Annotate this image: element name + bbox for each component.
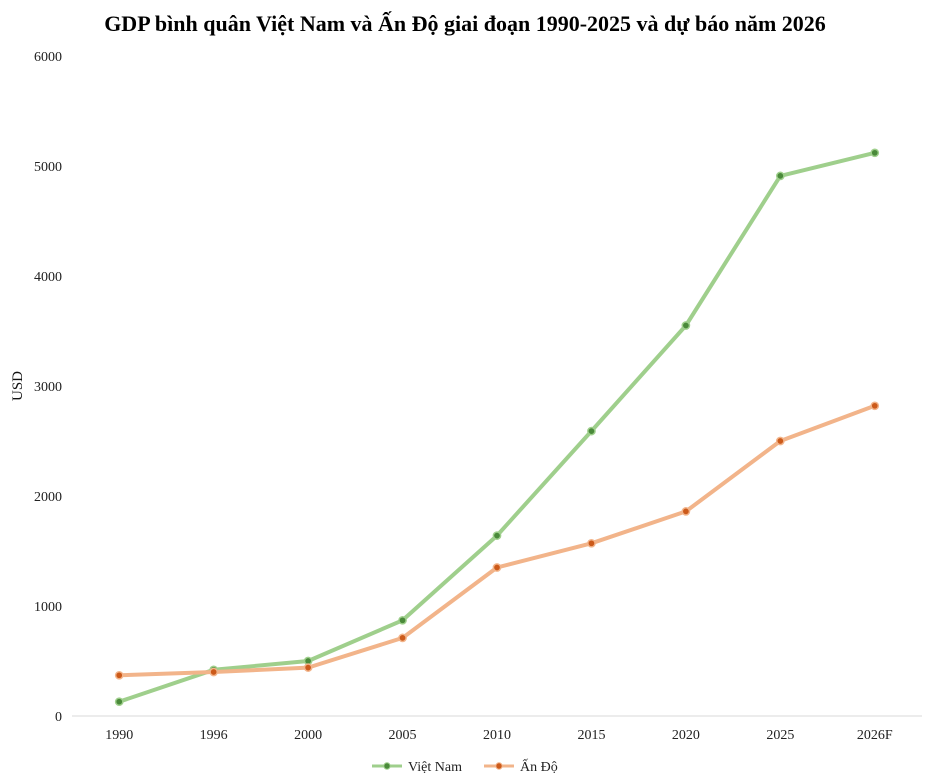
data-point bbox=[492, 531, 502, 540]
data-point bbox=[870, 148, 880, 158]
data-point bbox=[492, 563, 502, 572]
data-point bbox=[681, 321, 691, 330]
y-tick-labels: 0 1000 2000 3000 4000 5000 6000 bbox=[34, 50, 62, 725]
series-line bbox=[117, 150, 877, 704]
data-point bbox=[587, 426, 596, 436]
data-point bbox=[587, 538, 596, 548]
series-line bbox=[117, 403, 877, 678]
chart-title: GDP bình quân Việt Nam và Ấn Độ giai đoạ… bbox=[104, 11, 826, 36]
x-tick-label: 2020 bbox=[672, 728, 700, 743]
legend-label: Việt Nam bbox=[408, 760, 462, 775]
legend-swatch-marker bbox=[495, 762, 503, 770]
legend: Việt Nam Ấn Độ bbox=[372, 758, 558, 775]
data-point bbox=[398, 633, 407, 643]
legend-label: Ấn Độ bbox=[520, 758, 558, 775]
data-point bbox=[209, 667, 219, 677]
x-tick-label: 2026F bbox=[857, 728, 893, 743]
data-point bbox=[775, 171, 785, 181]
y-tick-label: 6000 bbox=[34, 50, 62, 65]
x-tick-label: 2015 bbox=[577, 728, 605, 743]
data-point bbox=[114, 697, 124, 707]
data-point bbox=[681, 507, 691, 516]
data-point bbox=[303, 663, 313, 672]
legend-swatch-marker bbox=[383, 762, 391, 770]
x-tick-label: 1990 bbox=[105, 728, 133, 743]
series-layer bbox=[114, 148, 880, 707]
y-tick-label: 0 bbox=[55, 710, 62, 725]
data-point bbox=[775, 436, 785, 446]
x-tick-label: 2010 bbox=[483, 728, 511, 743]
data-point bbox=[114, 670, 124, 680]
x-tick-label: 1996 bbox=[200, 728, 228, 743]
x-tick-label: 2005 bbox=[389, 728, 417, 743]
x-tick-label: 2025 bbox=[766, 728, 794, 743]
y-tick-label: 2000 bbox=[34, 490, 62, 505]
y-axis-label: USD bbox=[10, 371, 26, 401]
y-tick-label: 3000 bbox=[34, 380, 62, 395]
data-point bbox=[870, 401, 880, 411]
data-point bbox=[398, 615, 407, 625]
x-tick-label: 2000 bbox=[294, 728, 322, 743]
x-tick-labels: 1990 1996 2000 2005 2010 2015 2020 2025 2026F bbox=[105, 728, 893, 743]
y-tick-label: 4000 bbox=[34, 270, 62, 285]
y-tick-label: 5000 bbox=[34, 160, 62, 175]
y-tick-label: 1000 bbox=[34, 600, 62, 615]
